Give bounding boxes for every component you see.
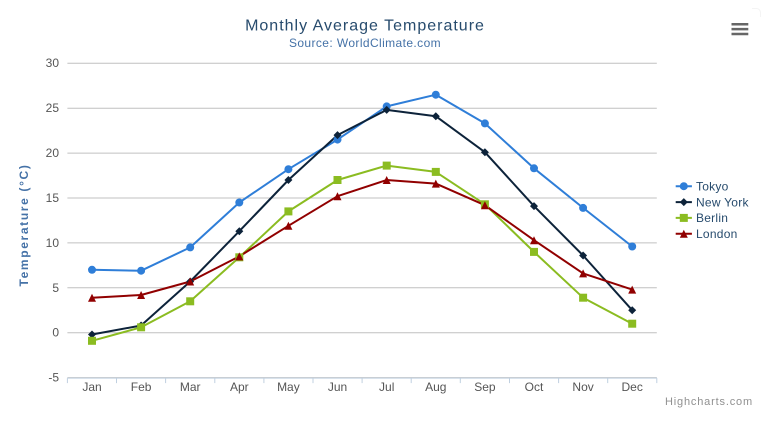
svg-text:Jan: Jan — [82, 380, 101, 394]
svg-text:May: May — [277, 380, 300, 394]
svg-text:-5: -5 — [48, 371, 59, 385]
svg-text:20: 20 — [46, 146, 60, 160]
svg-text:Jun: Jun — [328, 380, 347, 394]
svg-text:30: 30 — [46, 56, 60, 70]
svg-text:Monthly Average Temperature: Monthly Average Temperature — [245, 18, 485, 35]
svg-text:Nov: Nov — [572, 380, 593, 394]
svg-text:5: 5 — [52, 281, 59, 295]
svg-text:Aug: Aug — [425, 380, 446, 394]
svg-text:15: 15 — [46, 191, 60, 205]
svg-text:Feb: Feb — [131, 380, 152, 394]
svg-text:Source: WorldClimate.com: Source: WorldClimate.com — [289, 36, 441, 50]
svg-text:Mar: Mar — [180, 380, 201, 394]
svg-text:10: 10 — [46, 236, 60, 250]
svg-text:Tokyo: Tokyo — [696, 179, 729, 193]
svg-text:25: 25 — [46, 101, 60, 115]
svg-text:Highcharts.com: Highcharts.com — [665, 396, 753, 408]
svg-text:Temperature (°C): Temperature (°C) — [17, 164, 31, 287]
svg-text:Apr: Apr — [230, 380, 249, 394]
svg-text:Sep: Sep — [474, 380, 496, 394]
svg-text:New York: New York — [696, 195, 749, 209]
svg-text:London: London — [696, 227, 738, 241]
svg-text:Oct: Oct — [525, 380, 544, 394]
svg-text:Berlin: Berlin — [696, 211, 728, 225]
svg-text:Jul: Jul — [379, 380, 394, 394]
svg-text:0: 0 — [52, 326, 59, 340]
svg-text:Dec: Dec — [622, 380, 643, 394]
